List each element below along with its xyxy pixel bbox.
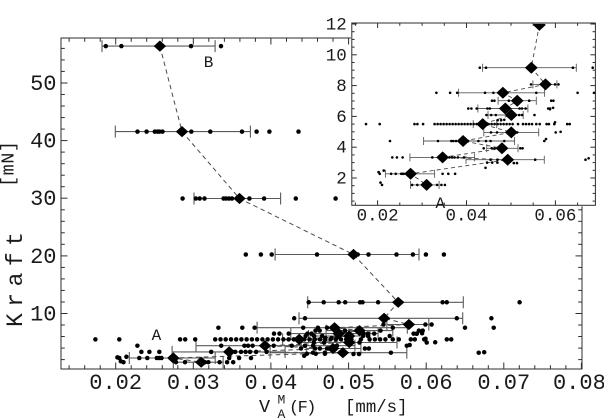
svg-text:0.04: 0.04 xyxy=(244,371,297,396)
svg-text:40: 40 xyxy=(30,130,56,155)
svg-text:0.02: 0.02 xyxy=(357,207,399,227)
svg-text:0.03: 0.03 xyxy=(167,371,220,396)
svg-text:20: 20 xyxy=(30,245,56,270)
svg-text:A: A xyxy=(435,195,445,213)
svg-text:2: 2 xyxy=(336,170,347,190)
svg-text:0.04: 0.04 xyxy=(445,207,487,227)
svg-text:0.02: 0.02 xyxy=(89,371,142,396)
svg-text:V: V xyxy=(259,397,270,418)
svg-text:30: 30 xyxy=(30,187,56,212)
svg-text:0.07: 0.07 xyxy=(477,371,530,396)
svg-text:0.06: 0.06 xyxy=(534,207,576,227)
svg-text:10: 10 xyxy=(326,46,347,66)
svg-text:12: 12 xyxy=(326,16,347,36)
svg-text:[mN]: [mN] xyxy=(0,141,20,187)
svg-text:8: 8 xyxy=(336,77,347,97)
svg-text:10: 10 xyxy=(30,303,56,328)
svg-text:A: A xyxy=(152,327,162,345)
svg-text:0.05: 0.05 xyxy=(322,371,375,396)
svg-text:50: 50 xyxy=(30,72,56,97)
svg-text:[mm/s]: [mm/s] xyxy=(345,399,408,418)
svg-text:(F): (F) xyxy=(289,399,317,418)
svg-text:B: B xyxy=(204,54,214,72)
svg-text:A: A xyxy=(278,407,286,420)
svg-text:M: M xyxy=(278,393,286,408)
svg-text:4: 4 xyxy=(336,139,347,159)
svg-text:0.06: 0.06 xyxy=(400,371,453,396)
svg-text:6: 6 xyxy=(336,108,347,128)
svg-text:0.08: 0.08 xyxy=(553,371,604,396)
